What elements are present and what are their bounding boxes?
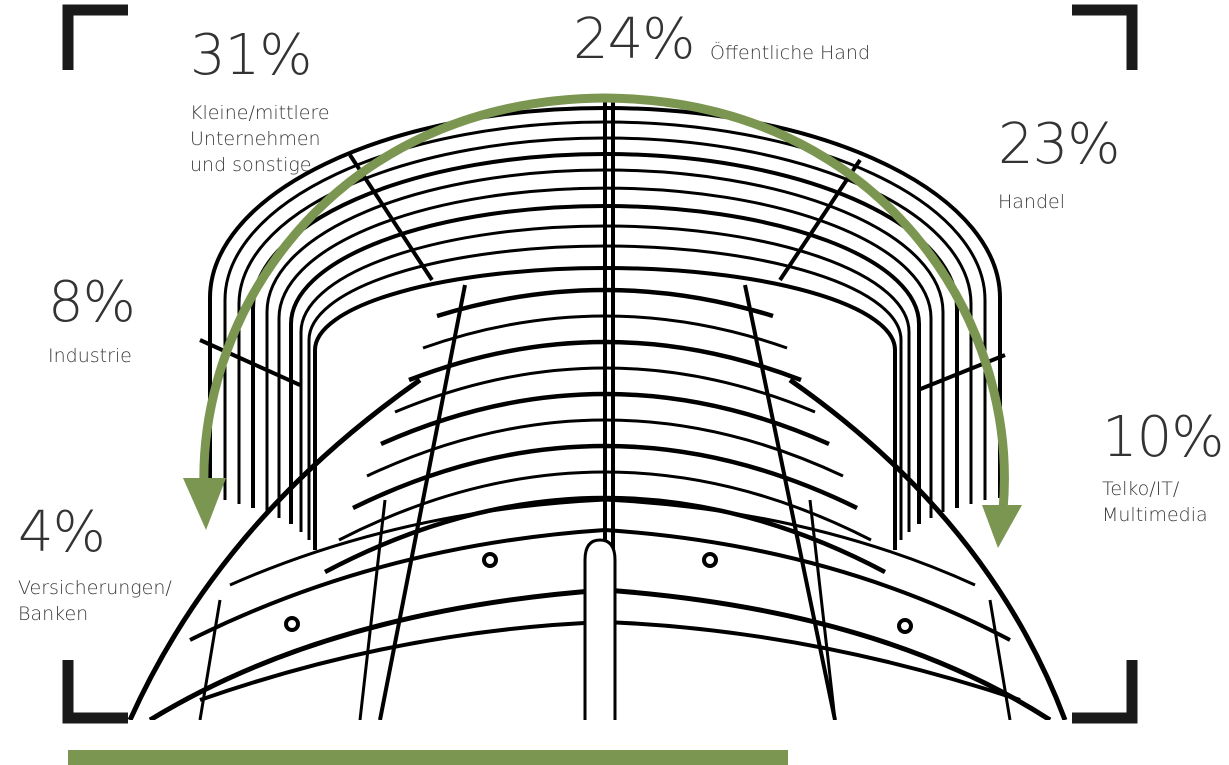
corner-brackets xyxy=(62,4,1138,724)
slice-value: 24% xyxy=(573,7,695,72)
slice-category: Öffentliche Hand xyxy=(710,42,871,64)
base-outline xyxy=(127,377,422,720)
tower-strut xyxy=(917,353,1006,392)
base-outline xyxy=(788,377,1068,720)
corner-bracket xyxy=(62,4,128,70)
rivet xyxy=(482,552,498,568)
slice-category: Versicherungen/ Banken xyxy=(18,575,172,627)
tower-strut xyxy=(743,284,837,720)
tower-strut xyxy=(378,284,467,720)
slice-label-versicherungen: 4% Versicherungen/ Banken xyxy=(18,505,172,627)
base-ring xyxy=(229,498,976,587)
slice-value: 4% xyxy=(18,500,106,565)
slice-label-handel: 23% Handel xyxy=(998,112,1120,215)
panel-divider xyxy=(358,499,387,720)
accent-bar xyxy=(68,750,788,765)
slice-category: Kleine/mittlere Unternehmen und sonstige xyxy=(190,100,330,178)
rivet xyxy=(284,616,300,632)
slice-category: Handel xyxy=(998,189,1119,215)
slice-value: 10% xyxy=(1102,405,1224,470)
base-ring xyxy=(189,527,1011,642)
slice-category-line: Telko/IT/ xyxy=(1102,478,1180,500)
corner-bracket xyxy=(1072,4,1138,70)
central-mast xyxy=(583,538,617,720)
panel-divider xyxy=(808,499,837,720)
rivet xyxy=(702,552,718,568)
slice-label-kmu: 31% Kleine/mittlere Unternehmen und sons… xyxy=(190,28,330,178)
arrowhead-left xyxy=(183,478,226,530)
panel-divider xyxy=(988,599,1012,720)
arrowhead-right xyxy=(982,505,1022,548)
slice-category: Telko/IT/ Multimedia xyxy=(1102,476,1223,528)
slice-label-industrie: 8% Industrie xyxy=(48,270,136,369)
arc-line xyxy=(199,93,1009,511)
slice-value: 23% xyxy=(998,112,1120,177)
slice-label-telko: 10% Telko/IT/ Multimedia xyxy=(1102,405,1224,528)
slice-label-oeffentliche-hand: 24% Öffentliche Hand xyxy=(573,12,870,68)
slice-category-line: Industrie xyxy=(48,345,132,367)
corner-bracket xyxy=(1072,660,1138,724)
panel-divider xyxy=(198,599,222,720)
slice-category: Industrie xyxy=(48,343,135,369)
corner-bracket xyxy=(62,660,128,724)
slice-category-line: Versicherungen/ xyxy=(18,577,172,599)
arc-arrow xyxy=(183,93,1022,548)
slice-category-line: und sonstige xyxy=(190,154,312,176)
slice-value: 31% xyxy=(190,23,312,88)
tower-strut xyxy=(199,338,301,387)
slice-category-line: Unternehmen xyxy=(190,128,321,150)
slice-category-line: Handel xyxy=(998,191,1066,213)
tower-strut xyxy=(778,158,862,282)
slice-category-line: Multimedia xyxy=(1102,504,1208,526)
rivet xyxy=(897,618,913,634)
slice-category-line: Banken xyxy=(18,603,89,625)
slice-category-line: Kleine/mittlere xyxy=(190,102,330,124)
tower-drawing xyxy=(127,95,1068,720)
slice-value: 8% xyxy=(48,270,136,335)
